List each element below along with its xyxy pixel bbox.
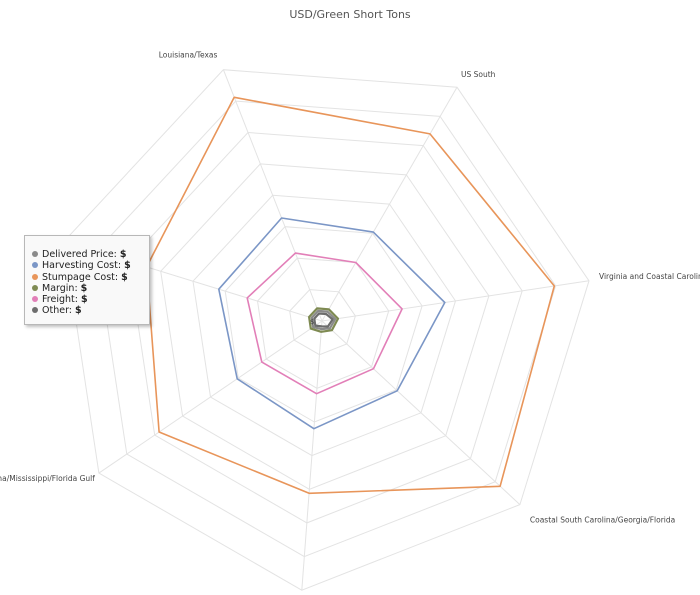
tooltip-value: $ <box>124 260 131 272</box>
grid-ring-6 <box>127 131 523 524</box>
tooltip-item: Other: $ <box>32 305 149 316</box>
series-dot-icon <box>32 262 38 269</box>
grid-ring-4 <box>192 194 457 457</box>
series-margin[interactable] <box>308 307 340 333</box>
grid-ring-5 <box>160 163 490 490</box>
center-value-label: $ <box>310 318 314 326</box>
series-delivered-price[interactable] <box>310 309 337 331</box>
tooltip-item: Margin: $ <box>32 283 149 294</box>
tooltip-value: $ <box>80 282 88 294</box>
tooltip-label: Delivered Price: <box>42 249 120 260</box>
tooltip-list: Delivered Price: $ Harvesting Cost: $ Stum… <box>25 236 149 317</box>
axis-label-2: Coastal South Carolina/Georgia/Florida <box>530 516 675 525</box>
series-stumpage-cost[interactable] <box>145 96 556 495</box>
grid-ring-3 <box>224 226 423 423</box>
radar-grid <box>63 69 590 591</box>
tooltip-label: Other: <box>42 305 76 317</box>
tooltip-item: Delivered Price: $ <box>32 249 149 260</box>
series-other[interactable] <box>313 312 334 328</box>
grid-spoke-4 <box>98 320 323 474</box>
tooltip-label: Harvesting Cost: <box>42 260 125 272</box>
series-dot-icon <box>32 296 38 303</box>
series-dot-icon <box>32 284 38 291</box>
tooltip-value: $ <box>121 271 128 283</box>
tooltip-label: Freight: <box>42 294 81 306</box>
grid-spoke-6 <box>222 69 323 322</box>
grid-spoke-1 <box>321 280 590 322</box>
series-dot-icon <box>32 307 38 314</box>
tooltip-item: Freight: $ <box>32 294 149 305</box>
grid-ring-1 <box>289 289 356 356</box>
tooltip-value: $ <box>80 294 88 306</box>
grid-spoke-0 <box>321 86 458 322</box>
tooltip-item: Stumpage Cost: $ <box>32 272 149 283</box>
axis-label-4: Alabama/Mississippi/Florida Gulf <box>0 474 95 483</box>
axis-labels: US South Virginia and Coastal Carolina Coa… <box>0 51 700 525</box>
axis-label-0: US South <box>461 70 496 79</box>
axis-label-6: Louisiana/Texas <box>159 51 218 60</box>
tooltip-label: Stumpage Cost: <box>42 271 122 283</box>
chart-title: USD/Green Short Tons <box>289 8 411 21</box>
tooltip-label: Margin: <box>42 282 81 294</box>
grid-spoke-3 <box>301 320 323 591</box>
series-dot-icon <box>32 251 38 257</box>
grid-ring-2 <box>256 257 390 389</box>
tooltip-value: $ <box>75 305 82 317</box>
tooltip-item: Harvesting Cost: $ <box>32 260 149 271</box>
grid-spoke-2 <box>321 320 521 505</box>
series-freight[interactable] <box>246 252 403 395</box>
radar-series[interactable] <box>145 96 556 495</box>
series-tooltip: Delivered Price: $ Harvesting Cost: $ Stum… <box>24 235 150 325</box>
grid-ring-8 <box>63 69 590 591</box>
tooltip-value: $ <box>119 249 127 260</box>
series-harvesting-cost[interactable] <box>218 217 446 430</box>
series-dot-icon <box>32 273 38 280</box>
axis-label-1: Virginia and Coastal Carolina <box>599 272 700 281</box>
